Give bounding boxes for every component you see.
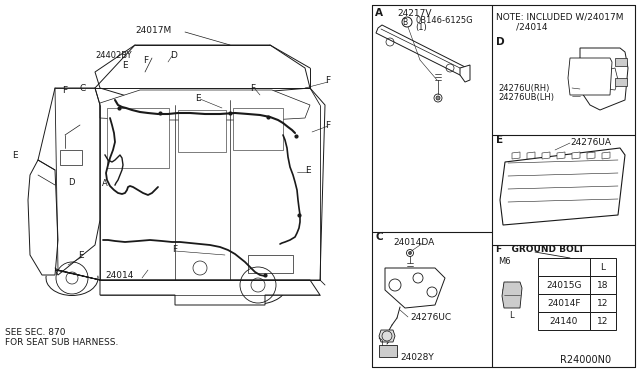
Polygon shape [385,268,445,308]
Bar [590,294,616,312]
Text: 24276UA: 24276UA [570,138,611,147]
Bar [615,58,627,66]
Polygon shape [500,148,625,225]
Text: D: D [496,37,504,47]
Text: 24276UC: 24276UC [410,314,451,323]
Bar [60,150,82,165]
Polygon shape [572,152,580,159]
Bar [538,276,590,294]
Text: 12: 12 [597,317,609,326]
Text: M6: M6 [498,257,511,266]
Text: A: A [375,8,383,18]
Circle shape [408,251,412,254]
Text: D: D [170,51,177,60]
Text: 24276U(RH): 24276U(RH) [498,83,549,93]
Polygon shape [568,58,612,95]
Text: 24402BY: 24402BY [95,51,132,60]
Text: L: L [600,263,605,272]
Text: 12: 12 [597,298,609,308]
Bar [538,312,590,330]
Bar [590,312,616,330]
Polygon shape [600,68,618,90]
Text: 24276UB(LH): 24276UB(LH) [498,93,554,102]
Bar [590,276,616,294]
Text: E: E [122,61,127,70]
Text: 24028Y: 24028Y [400,353,434,362]
Text: F: F [250,83,255,93]
Polygon shape [602,152,610,159]
Text: F: F [172,246,177,254]
Text: 0B146-6125G: 0B146-6125G [415,16,472,25]
Text: B: B [403,17,408,26]
Text: F: F [143,55,148,64]
Text: L: L [509,311,514,320]
Polygon shape [512,152,520,159]
Polygon shape [100,90,310,120]
Text: C: C [80,83,86,93]
Text: (1): (1) [415,22,427,32]
Polygon shape [542,152,550,159]
Text: 18: 18 [597,280,609,289]
Polygon shape [95,45,310,100]
Text: NOTE: INCLUDED W/24017M
       /24014: NOTE: INCLUDED W/24017M /24014 [496,12,623,31]
Polygon shape [100,88,325,280]
Text: E: E [195,93,200,103]
Bar [538,258,616,276]
Text: SEE SEC. 870
FOR SEAT SUB HARNESS.: SEE SEC. 870 FOR SEAT SUB HARNESS. [5,328,118,347]
Text: 24015G: 24015G [547,280,582,289]
Polygon shape [557,152,565,159]
Polygon shape [55,270,320,305]
Circle shape [436,96,440,100]
Text: 24017M: 24017M [135,26,172,35]
Polygon shape [28,160,58,275]
Text: 24217V: 24217V [397,9,431,17]
Text: E: E [496,135,503,145]
Text: F: F [325,121,330,129]
Bar [379,345,397,357]
Text: 24014F: 24014F [547,298,580,308]
Polygon shape [379,330,395,342]
Text: F   GROUND BOLT: F GROUND BOLT [496,246,584,254]
Polygon shape [460,65,470,82]
Polygon shape [376,25,469,76]
Text: E: E [78,250,84,260]
Bar [178,110,226,152]
Polygon shape [580,48,628,110]
Bar [615,78,627,86]
Text: C: C [375,232,383,242]
Bar [107,108,169,168]
Polygon shape [38,88,100,275]
Text: E: E [12,151,18,160]
Polygon shape [502,282,522,308]
Bar [248,255,293,273]
Text: F: F [62,86,67,94]
Text: 24140: 24140 [550,317,578,326]
Polygon shape [587,152,595,159]
Text: 24014DA: 24014DA [393,237,435,247]
Text: D: D [68,177,74,186]
Polygon shape [527,152,535,159]
Text: E: E [305,166,310,174]
Bar [233,108,283,150]
Text: F: F [325,76,330,84]
Bar [538,294,590,312]
Text: A: A [102,179,108,187]
Text: R24000N0: R24000N0 [560,355,611,365]
Text: 24014: 24014 [105,270,133,279]
